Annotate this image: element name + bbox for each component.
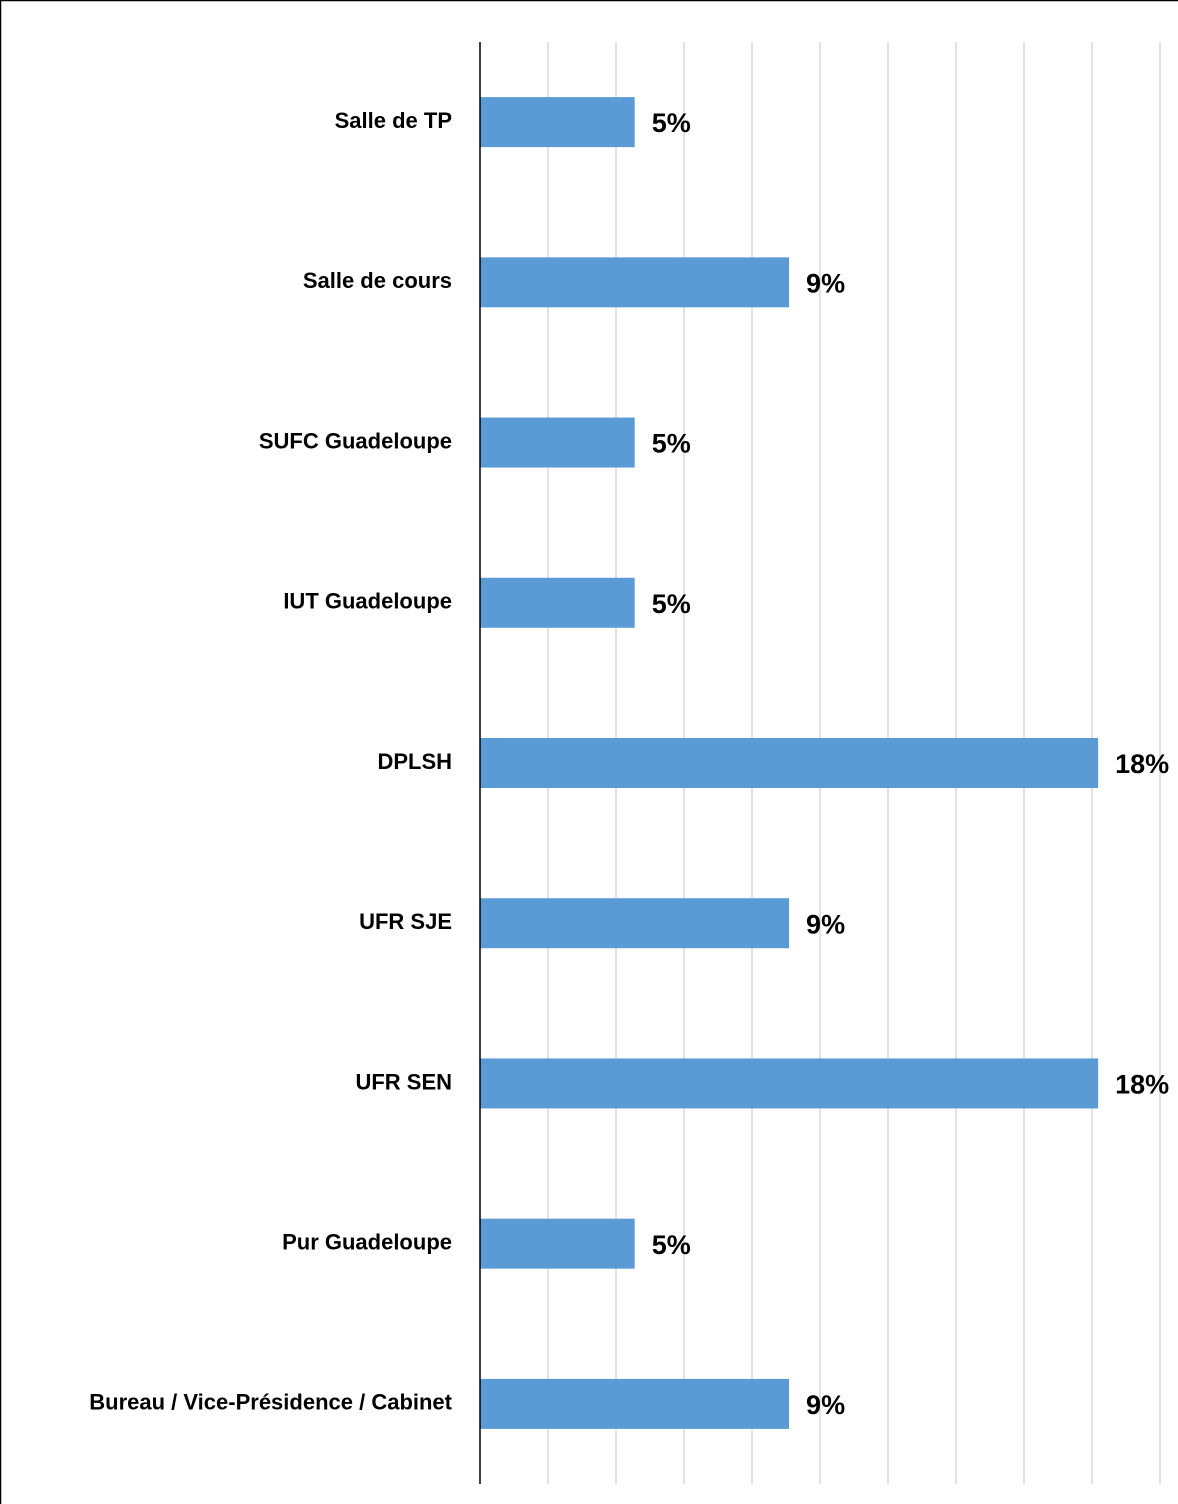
value-label: 9%: [806, 1390, 845, 1420]
y-tick-label: Bureau / Vice-Présidence / Cabinet: [89, 1390, 452, 1415]
value-label: 9%: [806, 909, 845, 939]
bar: [480, 257, 790, 308]
value-label: 5%: [652, 1230, 691, 1260]
y-tick-label: Salle de cours: [303, 268, 452, 293]
value-label: 18%: [1115, 1070, 1169, 1100]
y-tick-label: DPLSH: [377, 749, 452, 774]
y-tick-label: IUT Guadeloupe: [283, 589, 452, 614]
bar: [480, 97, 635, 148]
y-tick-label: UFR SEN: [355, 1069, 452, 1094]
bar: [480, 1058, 1099, 1109]
value-label: 18%: [1115, 749, 1169, 779]
y-tick-label: SUFC Guadeloupe: [259, 428, 452, 453]
y-tick-label: UFR SJE: [359, 909, 452, 934]
value-label: 9%: [806, 268, 845, 298]
y-tick-label: Pur Guadeloupe: [282, 1229, 452, 1254]
bar: [480, 1378, 790, 1429]
bar: [480, 738, 1099, 788]
y-tick-label: Salle de TP: [335, 108, 452, 133]
bar: [480, 577, 635, 628]
bar: [480, 417, 635, 468]
bar: [480, 898, 790, 949]
value-label: 5%: [652, 429, 691, 459]
bar: [480, 1218, 635, 1269]
value-label: 5%: [652, 589, 691, 619]
value-label: 5%: [652, 108, 691, 138]
